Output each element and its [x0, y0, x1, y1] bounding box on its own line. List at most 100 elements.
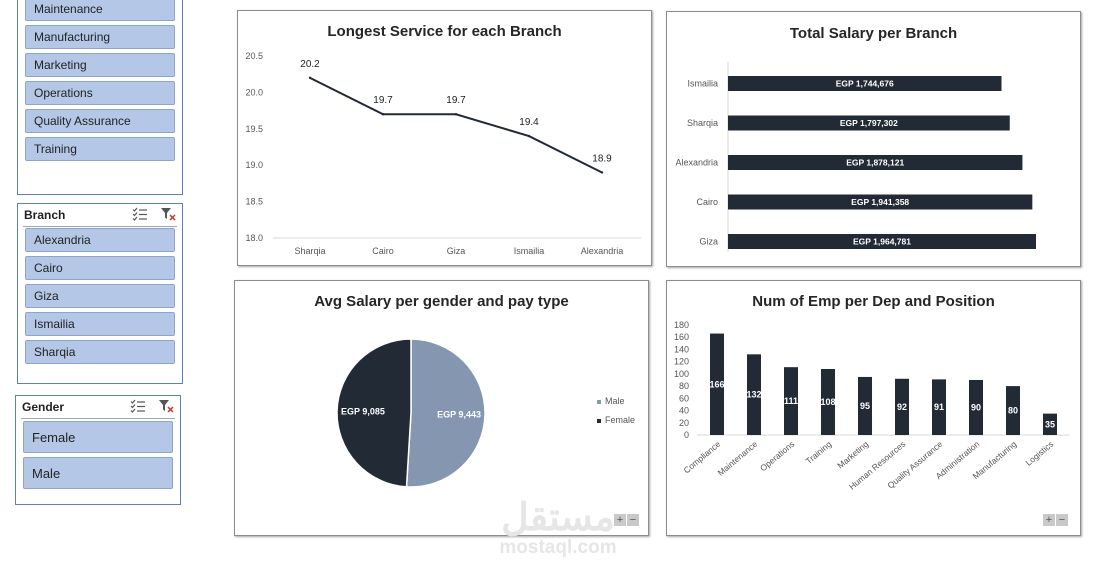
bar — [728, 234, 1036, 249]
bar — [895, 378, 909, 435]
vbar-chart-plot: 020406080100120140160180166Compliance132… — [674, 320, 1069, 492]
zoom-in-button[interactable]: + — [1043, 514, 1055, 526]
total-salary-chart[interactable]: Total Salary per Branch Ismailia EGP 1,74… — [666, 11, 1081, 267]
x-tick-label: Cairo — [372, 246, 394, 256]
zoom-out-button[interactable]: − — [1056, 514, 1068, 526]
slicer-item-cairo[interactable]: Cairo — [25, 256, 175, 280]
x-tick-label: Operations — [758, 439, 796, 473]
x-tick-label: Sharqia — [294, 246, 325, 256]
pie-chart-plot: EGP 9,443 EGP 9,085 Male Female — [336, 338, 635, 488]
x-tick-label: Logistics — [1024, 439, 1056, 468]
slicer-item-female[interactable]: Female — [23, 421, 173, 453]
bar — [1043, 413, 1057, 435]
category-label: Alexandria — [675, 158, 718, 168]
slicer-item-giza[interactable]: Giza — [25, 284, 175, 308]
y-tick-label: 20.5 — [245, 51, 263, 61]
chart-title: Total Salary per Branch — [789, 25, 958, 42]
data-label: 20.2 — [300, 59, 320, 70]
slicer-item-male[interactable]: Male — [23, 457, 173, 489]
clear-filter-icon[interactable] — [158, 399, 174, 413]
y-tick-label: 20.0 — [245, 87, 263, 97]
multi-select-icon[interactable] — [130, 399, 146, 413]
category-label: Giza — [699, 237, 718, 247]
data-label: 132 — [746, 390, 761, 400]
slicer-item-operations[interactable]: Operations — [25, 81, 175, 105]
legend-marker — [597, 419, 601, 423]
slicer-item-sharqia[interactable]: Sharqia — [25, 340, 175, 364]
emp-per-dep-chart[interactable]: Num of Emp per Dep and Position 0 20 40 60 8… — [666, 280, 1081, 536]
y-tick-label: 120 — [674, 357, 689, 367]
y-tick-label: 0 — [684, 430, 689, 440]
data-label: 95 — [860, 401, 870, 411]
bar — [969, 380, 983, 435]
x-tick-label: Training — [804, 439, 834, 466]
bar — [728, 155, 1023, 170]
data-label: 92 — [897, 402, 907, 412]
data-label: 90 — [971, 403, 981, 413]
data-label: 35 — [1045, 419, 1055, 429]
data-label: 166 — [709, 379, 724, 389]
bar — [821, 369, 835, 435]
data-label: 19.7 — [446, 95, 466, 106]
clear-filter-icon[interactable] — [160, 207, 176, 221]
bar — [932, 379, 946, 435]
slicer-item-ismailia[interactable]: Ismailia — [25, 312, 175, 336]
branch-slicer-tools — [132, 207, 176, 221]
slicer-item-quality-assurance[interactable]: Quality Assurance — [25, 109, 175, 133]
longest-service-chart[interactable]: Longest Service for each Branch 18.0 18.5… — [237, 10, 652, 266]
x-tick-label: Maintenance — [716, 439, 760, 478]
data-label: 19.7 — [373, 95, 393, 106]
gender-slicer-tools — [130, 399, 174, 413]
data-label: EGP 1,964,781 — [853, 237, 911, 247]
hbar-chart-plot: Ismailia EGP 1,744,676 Sharqia EGP 1,797,30… — [675, 62, 1036, 252]
data-label: 18.9 — [592, 153, 612, 164]
avg-salary-chart[interactable]: Avg Salary per gender and pay type EGP 9… — [234, 280, 649, 536]
watermark-arabic: مستقل — [501, 497, 615, 539]
watermark: مستقل mostaql.com — [488, 498, 628, 558]
x-tick-label: Alexandria — [581, 246, 624, 256]
branch-slicer-title: Branch — [24, 208, 66, 222]
bar — [858, 376, 872, 435]
zoom-controls: + − — [614, 514, 639, 526]
y-tick-label: 160 — [674, 332, 689, 342]
slicer-item-alexandria[interactable]: Alexandria — [25, 228, 175, 252]
bar — [728, 76, 1002, 91]
slicer-item-marketing[interactable]: Marketing — [25, 53, 175, 77]
x-tick-label: Marketing — [835, 439, 870, 471]
x-tick-label: Giza — [447, 246, 466, 256]
y-tick-label: 18.0 — [245, 233, 263, 243]
y-tick-label: 180 — [674, 320, 689, 330]
slicer-item-training[interactable]: Training — [25, 137, 175, 161]
data-label: EGP 1,941,358 — [851, 197, 909, 207]
y-tick-label: 19.5 — [245, 124, 263, 134]
data-label: 19.4 — [519, 117, 539, 128]
data-label: EGP 9,443 — [437, 409, 481, 419]
zoom-in-button[interactable]: + — [614, 514, 626, 526]
data-label: EGP 1,797,302 — [840, 118, 898, 128]
pie-slice — [405, 338, 486, 488]
bar — [784, 367, 798, 435]
slicer-item-maintenance[interactable]: Maintenance — [25, 0, 175, 21]
watermark-latin: mostaql.com — [499, 537, 617, 558]
y-tick-label: 19.0 — [245, 160, 263, 170]
multi-select-icon[interactable] — [132, 207, 148, 221]
category-label: Cairo — [696, 197, 718, 207]
bar — [710, 333, 724, 435]
data-label: EGP 1,878,121 — [846, 158, 904, 168]
pie-slice — [336, 338, 412, 488]
y-tick-label: 60 — [679, 393, 689, 403]
data-point — [308, 76, 312, 80]
series-line — [309, 76, 603, 174]
data-point — [600, 171, 604, 174]
slicer-item-manufacturing[interactable]: Manufacturing — [25, 25, 175, 49]
bar — [747, 354, 761, 435]
zoom-out-button[interactable]: − — [627, 514, 639, 526]
y-tick-label: 100 — [674, 369, 689, 379]
bar — [728, 194, 1033, 210]
y-tick-label: 18.5 — [245, 197, 263, 207]
category-label: Ismailia — [687, 79, 718, 89]
data-point — [381, 113, 385, 116]
bar — [1006, 386, 1020, 435]
gender-slicer-title: Gender — [22, 400, 65, 414]
legend-label: Female — [605, 415, 635, 425]
